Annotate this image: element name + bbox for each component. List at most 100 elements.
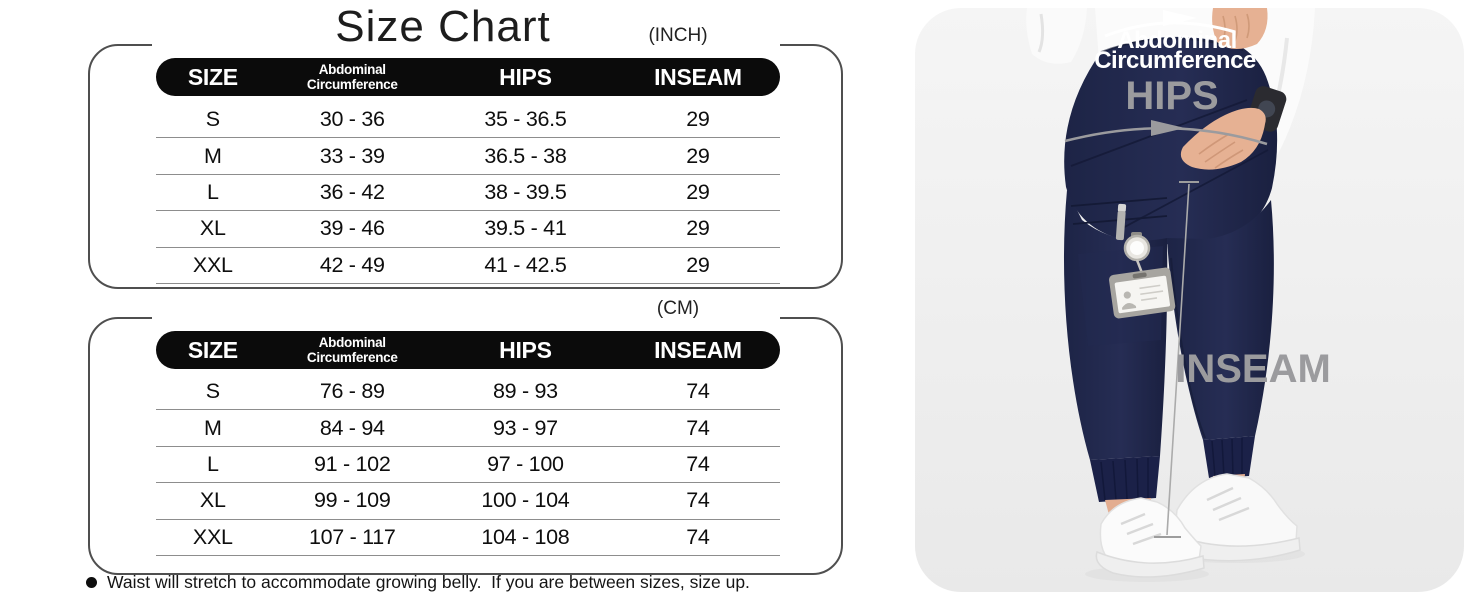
size-table-cm: SIZE Abdominal Circumference HIPS INSEAM… bbox=[88, 315, 843, 575]
cell-abdominal: 42 - 49 bbox=[319, 252, 385, 277]
column-header-size: SIZE bbox=[187, 336, 238, 363]
pen-icon bbox=[1115, 203, 1127, 241]
table-row: XL 99 - 109 100 - 104 74 bbox=[156, 483, 780, 520]
table-body-cm: S 76 - 89 89 - 93 74 M 84 - 94 93 - 97 7… bbox=[156, 374, 780, 556]
cell-hips: 38 - 39.5 bbox=[484, 179, 567, 204]
size-table-inch: SIZE Abdominal Circumference HIPS INSEAM… bbox=[88, 42, 843, 289]
cell-size: XL bbox=[199, 216, 226, 241]
cell-size: M bbox=[203, 415, 222, 440]
badge-reel bbox=[1123, 232, 1151, 274]
cell-abdominal: 76 - 89 bbox=[319, 379, 385, 404]
border-gap bbox=[152, 42, 780, 50]
column-header-hips: HIPS bbox=[499, 63, 552, 90]
column-header-inseam: INSEAM bbox=[654, 336, 742, 363]
column-header-hips: HIPS bbox=[499, 336, 552, 363]
person-icon bbox=[1122, 291, 1137, 310]
unit-label-inch: (INCH) bbox=[648, 25, 708, 46]
cell-inseam: 29 bbox=[686, 252, 710, 277]
abdominal-label-line1: Abdominal bbox=[1117, 27, 1237, 54]
border-gap bbox=[152, 315, 780, 323]
cell-hips: 104 - 108 bbox=[481, 524, 570, 549]
fit-note: Waist will stretch to accommodate growin… bbox=[86, 572, 750, 593]
cell-size: L bbox=[206, 179, 219, 204]
id-badge-card bbox=[1109, 267, 1176, 319]
cell-inseam: 74 bbox=[686, 451, 710, 476]
abdominal-annotation: Abdominal Circumference bbox=[1094, 10, 1256, 74]
column-header-abdominal: Abdominal Circumference bbox=[270, 62, 435, 92]
table-row: L 91 - 102 97 - 100 74 bbox=[156, 447, 780, 484]
jogger-cuff-left bbox=[1090, 456, 1160, 502]
cell-size: XXL bbox=[192, 524, 233, 549]
column-header-abdominal-line1: Abdominal bbox=[318, 334, 386, 350]
table-body-inch: S 30 - 36 35 - 36.5 29 M 33 - 39 36.5 - … bbox=[156, 102, 780, 284]
cell-abdominal: 107 - 117 bbox=[308, 524, 396, 549]
hand-lower bbox=[1180, 107, 1266, 170]
sneaker-left bbox=[1085, 497, 1209, 582]
cell-inseam: 29 bbox=[686, 216, 710, 241]
cell-inseam: 74 bbox=[686, 415, 710, 440]
unit-label-cm: (CM) bbox=[656, 298, 700, 319]
cell-inseam: 74 bbox=[686, 524, 710, 549]
cell-inseam: 29 bbox=[686, 143, 710, 168]
fit-note-text: Waist will stretch to accommodate growin… bbox=[107, 572, 750, 592]
cell-size: XL bbox=[199, 488, 226, 513]
cell-hips: 36.5 - 38 bbox=[484, 143, 567, 168]
inseam-label: INSEAM bbox=[1175, 347, 1331, 391]
inseam-annotation: INSEAM bbox=[1154, 181, 1331, 538]
cell-hips: 41 - 42.5 bbox=[484, 252, 567, 277]
cell-hips: 100 - 104 bbox=[481, 488, 570, 513]
cell-inseam: 29 bbox=[686, 179, 710, 204]
table-row: L 36 - 42 38 - 39.5 29 bbox=[156, 175, 780, 212]
cell-hips: 97 - 100 bbox=[487, 451, 564, 476]
cell-size: S bbox=[205, 107, 220, 132]
table-header-inch: SIZE Abdominal Circumference HIPS INSEAM bbox=[156, 58, 780, 96]
cell-hips: 89 - 93 bbox=[492, 379, 558, 404]
hips-arrowhead-icon bbox=[1151, 120, 1185, 136]
column-header-abdominal-line1: Abdominal bbox=[318, 61, 386, 77]
page-title: Size Chart bbox=[335, 2, 551, 51]
cell-abdominal: 36 - 42 bbox=[319, 179, 385, 204]
abdominal-label-line2: Circumference bbox=[1094, 47, 1256, 74]
column-header-abdominal-line2: Circumference bbox=[306, 77, 398, 92]
inseam-line bbox=[1166, 183, 1190, 536]
hips-label: HIPS bbox=[1125, 74, 1218, 118]
cell-abdominal: 99 - 109 bbox=[313, 488, 391, 513]
cell-inseam: 29 bbox=[686, 107, 710, 132]
column-header-size: SIZE bbox=[187, 63, 238, 90]
table-row: XXL 42 - 49 41 - 42.5 29 bbox=[156, 248, 780, 284]
cell-inseam: 74 bbox=[686, 488, 710, 513]
table-row: S 76 - 89 89 - 93 74 bbox=[156, 374, 780, 411]
cell-abdominal: 30 - 36 bbox=[319, 107, 385, 132]
cell-abdominal: 33 - 39 bbox=[319, 143, 385, 168]
table-row: S 30 - 36 35 - 36.5 29 bbox=[156, 102, 780, 139]
hips-annotation: HIPS bbox=[1064, 74, 1268, 146]
column-header-abdominal: Abdominal Circumference bbox=[270, 335, 435, 365]
cell-abdominal: 91 - 102 bbox=[313, 451, 391, 476]
cell-inseam: 74 bbox=[686, 379, 710, 404]
cell-hips: 93 - 97 bbox=[492, 415, 558, 440]
table-row: XL 39 - 46 39.5 - 41 29 bbox=[156, 211, 780, 248]
hand-top bbox=[1212, 8, 1268, 50]
column-header-inseam: INSEAM bbox=[654, 63, 742, 90]
cell-size: S bbox=[205, 379, 220, 404]
jogger-cuff-right bbox=[1203, 436, 1255, 478]
model-figure bbox=[1026, 8, 1315, 582]
column-header-abdominal-line2: Circumference bbox=[306, 350, 398, 365]
cell-abdominal: 84 - 94 bbox=[319, 415, 385, 440]
pants-belly bbox=[1064, 36, 1278, 245]
product-photo: Abdominal Circumference HIPS INSEAM bbox=[915, 8, 1464, 592]
cell-hips: 35 - 36.5 bbox=[484, 107, 567, 132]
table-row: XXL 107 - 117 104 - 108 74 bbox=[156, 520, 780, 556]
cell-hips: 39.5 - 41 bbox=[484, 216, 567, 241]
abdominal-arrowhead-icon bbox=[1163, 10, 1197, 26]
bullet-icon bbox=[86, 577, 97, 588]
cell-size: XXL bbox=[192, 252, 233, 277]
cell-abdominal: 39 - 46 bbox=[319, 216, 385, 241]
pants-right-leg bbox=[1167, 200, 1274, 440]
table-row: M 84 - 94 93 - 97 74 bbox=[156, 410, 780, 447]
cell-size: M bbox=[203, 143, 222, 168]
sneaker-right bbox=[1165, 473, 1305, 563]
table-header-cm: SIZE Abdominal Circumference HIPS INSEAM bbox=[156, 331, 780, 369]
table-row: M 33 - 39 36.5 - 38 29 bbox=[156, 138, 780, 175]
cell-size: L bbox=[206, 451, 219, 476]
